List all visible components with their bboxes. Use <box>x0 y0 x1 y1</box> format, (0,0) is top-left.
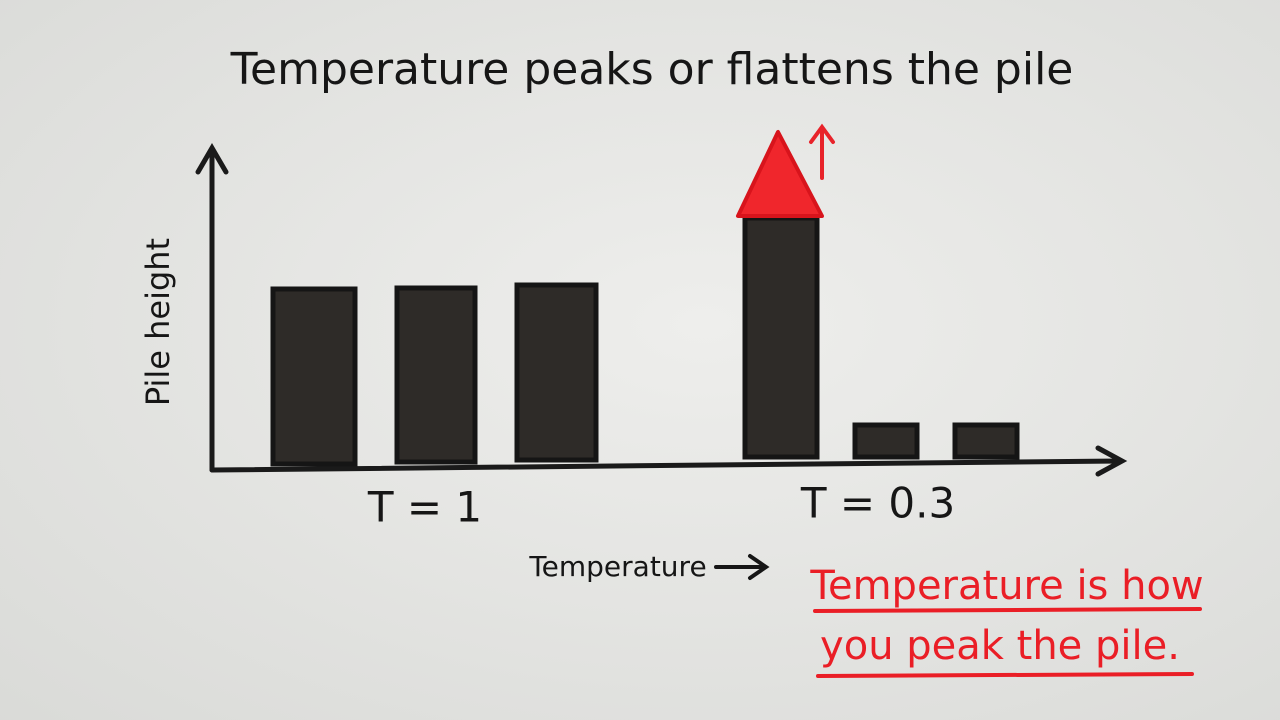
note-underline <box>816 672 1194 678</box>
pile-bar <box>394 285 478 465</box>
title: Temperature peaks or flattens the pile <box>230 44 1074 95</box>
pile-bar <box>852 422 920 460</box>
note-line: Temperature is how <box>809 563 1203 609</box>
x-label-arrow <box>714 554 770 580</box>
pile-bar <box>952 422 1020 460</box>
note-line: you peak the pile. <box>820 623 1180 669</box>
note-underline <box>813 607 1202 613</box>
x-axis <box>209 445 1128 477</box>
y-axis <box>195 143 229 473</box>
pile-bar <box>270 286 358 467</box>
y-axis-label: Pile height <box>139 238 177 406</box>
x-axis-label: Temperature <box>528 550 706 583</box>
pile-bar <box>742 215 820 460</box>
group-label: T = 0.3 <box>800 479 955 528</box>
group-label: T = 1 <box>367 483 482 532</box>
up-arrow <box>809 123 835 180</box>
peak-triangle <box>736 130 824 218</box>
pile-bar <box>514 282 599 463</box>
